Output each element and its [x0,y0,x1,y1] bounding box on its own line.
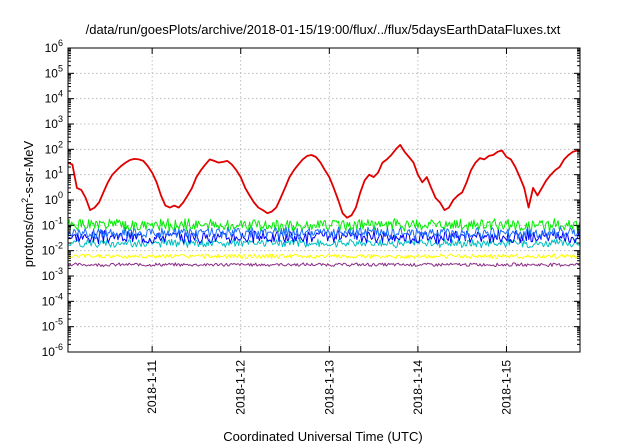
axes: 106 105 104 103 102 101 100 10-1 10-2 10-3 10-4 10-… [42,38,581,415]
y-tick-label: 10-3 [42,266,63,283]
series-line-7 [68,262,580,268]
y-tick-label: 10-6 [42,342,63,359]
y-tick-label: 104 [45,89,63,106]
series-line-6 [68,253,580,260]
y-tick-label: 102 [45,139,63,156]
x-tick-label: 2018-1-15 [499,360,513,415]
x-tick-label: 2018-1-13 [322,360,336,415]
y-tick-label: 10-2 [42,241,63,258]
y-axis-title-part-2: -s-sr-MeV [21,140,36,197]
series-line-1 [68,144,580,219]
y-tick-label: 10-1 [42,215,63,232]
y-axis-title-part-1: protons/cm [21,203,36,267]
x-tick-label: 2018-1-11 [145,360,159,414]
y-tick-label: 10-5 [42,317,63,334]
chart-title: /data/run/goesPlots/archive/2018-01-15/1… [86,22,561,37]
x-tick-label: 2018-1-12 [234,360,248,415]
y-tick-label: 10-4 [42,291,63,308]
y-axis-title: protons/cm2-s-sr-MeV [20,140,36,267]
x-axis-title: Coordinated Universal Time (UTC) [223,429,422,444]
y-tick-label: 100 [45,190,63,207]
data-series [68,144,580,268]
plot-frame [67,47,581,353]
y-tick-label: 103 [45,114,63,131]
y-tick-label: 101 [45,165,63,182]
y-tick-label: 105 [45,63,63,80]
series-line-2 [68,218,580,233]
x-tick-label: 2018-1-14 [411,360,425,415]
grid-lines [68,48,580,352]
y-axis-title-superscript: 2 [20,198,30,203]
series-line-5 [68,226,580,240]
series-line-3 [68,237,580,249]
y-tick-label: 106 [45,38,63,55]
